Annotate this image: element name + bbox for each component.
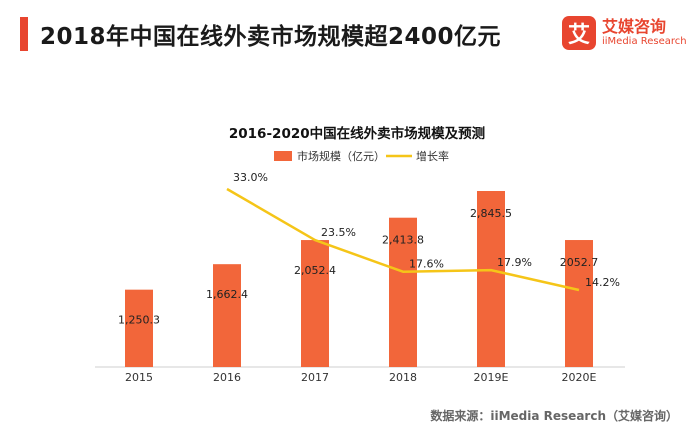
bar-labels-group: 1,250.3 1,662.4 2,052.4 2,413.8 2,845.5 2052.… [118,207,598,327]
growth-rate-line [226,187,580,292]
x-tick-label: 2020E [562,371,597,384]
brand-logo-icon: 艾 [562,16,596,50]
x-tick-label: 2018 [389,371,417,384]
bar-2020E [565,240,593,367]
growth-rate-label: 33.0% [233,171,268,184]
brand-text: 艾媒咨询 iiMedia Research [602,18,687,48]
legend: 市场规模（亿元） 增长率 [274,149,449,163]
bar-2015 [125,289,153,367]
legend-line-label: 增长率 [416,149,449,163]
growth-rate-label: 17.6% [409,258,444,271]
source-note: 数据来源：iiMedia Research（艾媒咨询） [430,409,678,423]
bar-value-label: 2052.7 [560,256,599,269]
growth-rate-label: 23.5% [321,226,356,239]
bars-group [125,191,593,367]
brand-logo: 艾 艾媒咨询 iiMedia Research [562,16,687,50]
brand-name-cn: 艾媒咨询 [602,17,667,36]
headline: 2018年中国在线外卖市场规模超2400亿元 [20,14,501,54]
headline-accent-bar [20,17,28,51]
growth-rate-label: 14.2% [585,276,620,289]
x-tick-label: 2015 [125,371,153,384]
brand-name-en: iiMedia Research [602,36,687,47]
bar-2019E [477,191,505,367]
legend-bar-label: 市场规模（亿元） [297,149,385,163]
x-ticks-group: 2015 2016 2017 2018 2019E 2020E [125,371,597,384]
growth-line-group [226,187,580,292]
x-tick-label: 2017 [301,371,329,384]
bar-value-label: 1,662.4 [206,288,248,301]
rate-labels-group: 33.0% 23.5% 17.6% 17.9% 14.2% [233,171,620,289]
bar-2016 [213,264,241,367]
chart-title: 2016-2020中国在线外卖市场规模及预测 [229,125,485,142]
legend-bar-swatch [274,151,292,161]
x-tick-label: 2016 [213,371,241,384]
growth-rate-label: 17.9% [497,256,532,269]
bar-value-label: 2,845.5 [470,207,512,220]
headline-text: 2018年中国在线外卖市场规模超2400亿元 [40,24,502,50]
bar-2017 [301,240,329,367]
bar-value-label: 1,250.3 [118,314,160,327]
x-tick-label: 2019E [474,371,509,384]
bar-2018 [389,217,417,367]
bar-value-label: 2,413.8 [382,234,424,247]
bar-value-label: 2,052.4 [294,264,336,277]
